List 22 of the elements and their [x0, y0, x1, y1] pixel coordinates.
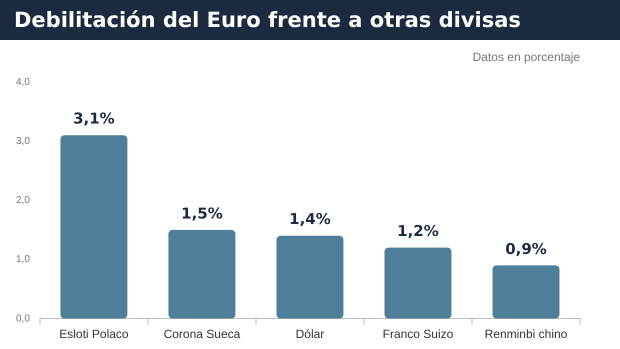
- data-label: 1,2%: [397, 222, 439, 240]
- y-tick-label: 1,0: [16, 254, 30, 266]
- bar: [276, 236, 344, 319]
- bar: [384, 248, 452, 319]
- bar: [60, 135, 128, 319]
- x-tick-label: Corona Sueca: [164, 327, 241, 342]
- x-tick-label: Franco Suizo: [382, 327, 454, 342]
- chart-title: Debilitación del Euro frente a otras divisas: [14, 8, 521, 32]
- y-tick-label: 4,0: [16, 76, 30, 88]
- data-label: 1,5%: [181, 204, 223, 222]
- data-label: 1,4%: [289, 210, 331, 228]
- y-tick-label: 2,0: [16, 195, 30, 206]
- y-tick-label: 3,0: [16, 136, 30, 147]
- bar: [492, 265, 560, 319]
- x-tick-label: Renminbi chino: [484, 327, 568, 342]
- bar: [168, 230, 236, 319]
- y-tick-label: 0,0: [16, 313, 30, 324]
- x-tick-label: Dólar: [296, 327, 324, 342]
- chart-subtitle: Datos en porcentaje: [472, 50, 580, 64]
- x-tick-label: Esloti Polaco: [59, 327, 129, 342]
- data-label: 0,9%: [505, 240, 547, 258]
- data-label: 3,1%: [73, 110, 115, 128]
